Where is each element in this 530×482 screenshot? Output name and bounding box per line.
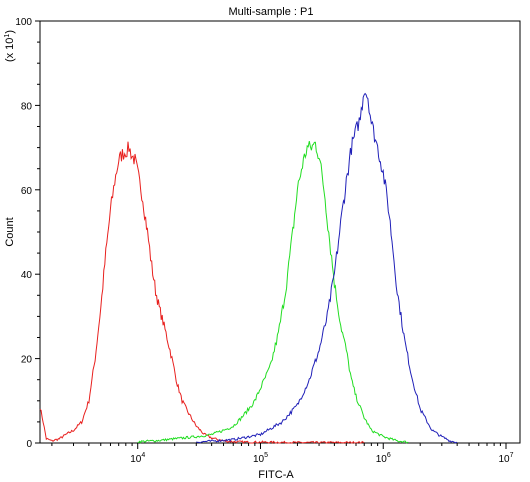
x-tick-label: 104: [130, 452, 145, 465]
y-axis-label: Count: [4, 217, 16, 246]
series-layer: [39, 92, 458, 444]
y-axis-ticks: 0 20 40 60 80 100: [15, 17, 40, 450]
y-tick-label: 20: [21, 355, 33, 366]
x-tick-label: 105: [253, 452, 268, 465]
y-tick-label: 40: [21, 270, 33, 281]
series-line-3: [196, 92, 458, 444]
y-multiplier-label: (x 101): [4, 30, 16, 62]
x-axis-ticks: 104 105 106 107: [51, 443, 514, 465]
y-tick-label: 0: [26, 439, 32, 450]
y-tick-label: 80: [21, 101, 33, 112]
plot-frame: [39, 20, 521, 444]
chart-title: Multi-sample : P1: [229, 6, 314, 18]
series-line-2: [137, 141, 409, 444]
x-tick-label: 106: [376, 452, 391, 465]
series-line-1: [39, 141, 365, 444]
x-axis-label: FITC-A: [258, 469, 294, 481]
y-tick-label: 100: [15, 17, 32, 28]
x-tick-label: 107: [498, 452, 513, 465]
y-tick-label: 60: [21, 186, 33, 197]
